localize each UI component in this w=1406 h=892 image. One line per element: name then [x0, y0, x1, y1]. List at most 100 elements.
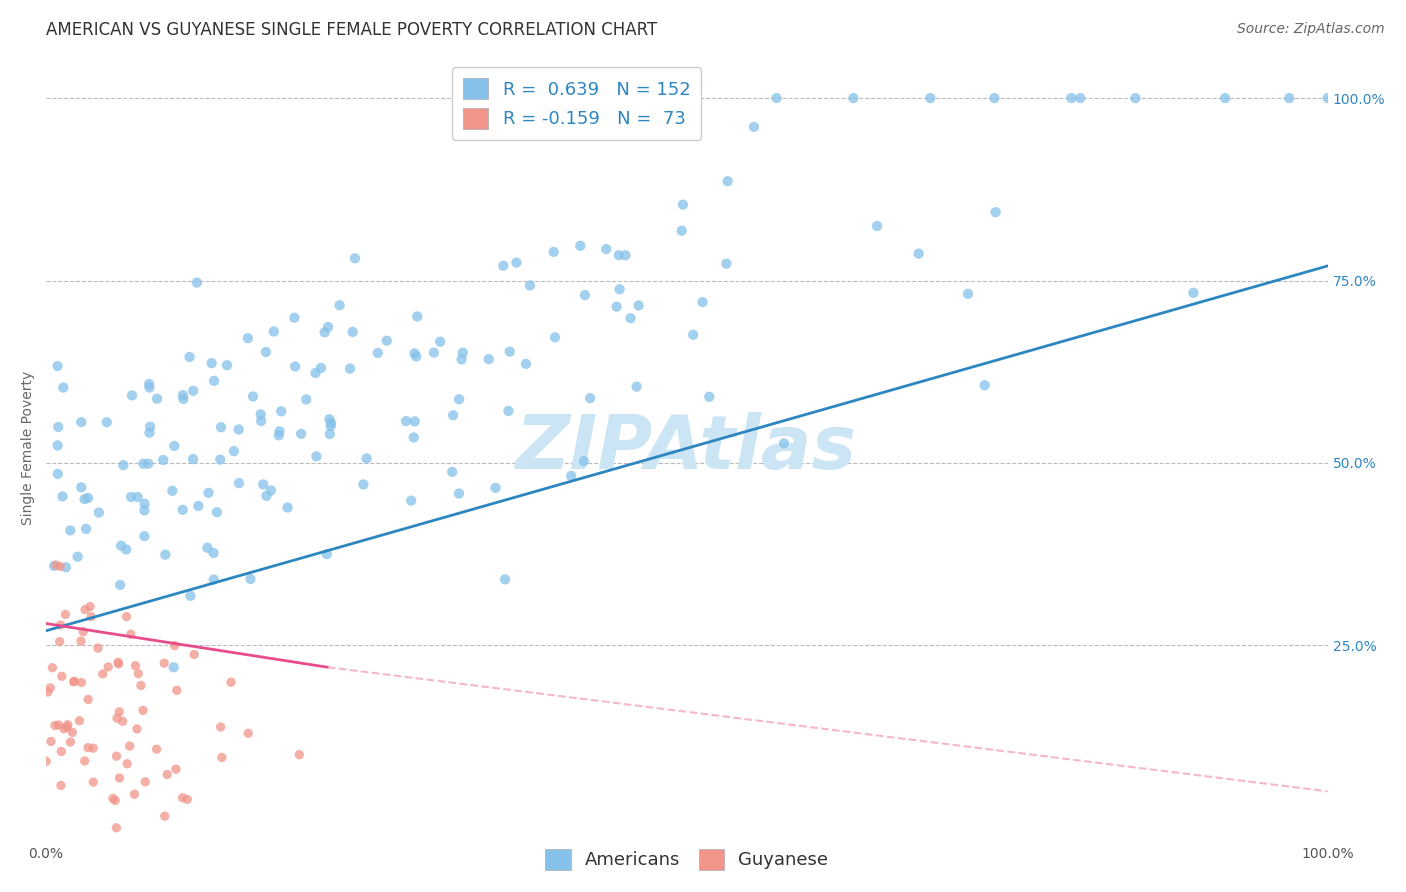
Point	[63, 674, 86, 689]
Point	[44, 718, 66, 732]
Point	[152, 453, 174, 467]
Point	[60, 725, 83, 739]
Point	[146, 392, 169, 406]
Point	[120, 627, 142, 641]
Point	[156, 767, 179, 781]
Point	[316, 320, 339, 334]
Point	[343, 252, 366, 266]
Point	[305, 450, 328, 464]
Point	[329, 298, 352, 312]
Point	[132, 703, 155, 717]
Point	[55, 560, 77, 574]
Point	[70, 480, 93, 494]
Point	[138, 380, 160, 394]
Text: ZIPAtlas: ZIPAtlas	[516, 412, 858, 485]
Point	[163, 660, 186, 674]
Point	[352, 477, 374, 491]
Point	[215, 358, 238, 372]
Point	[153, 809, 176, 823]
Point	[105, 749, 128, 764]
Point	[108, 705, 131, 719]
Y-axis label: Single Female Poverty: Single Female Poverty	[21, 371, 35, 525]
Point	[450, 352, 472, 367]
Point	[153, 656, 176, 670]
Point	[172, 392, 194, 406]
Point	[56, 717, 79, 731]
Point	[46, 359, 69, 373]
Point	[91, 667, 114, 681]
Point	[765, 91, 787, 105]
Point	[236, 331, 259, 345]
Point	[716, 257, 738, 271]
Point	[101, 791, 124, 805]
Point	[202, 573, 225, 587]
Point	[1316, 91, 1339, 105]
Point	[51, 490, 73, 504]
Point	[87, 506, 110, 520]
Point	[626, 379, 648, 393]
Point	[672, 197, 695, 211]
Point	[77, 740, 100, 755]
Point	[42, 558, 65, 573]
Point	[82, 775, 104, 789]
Point	[284, 359, 307, 374]
Point	[179, 589, 201, 603]
Point	[619, 311, 641, 326]
Point	[609, 282, 631, 296]
Point	[519, 278, 541, 293]
Point	[515, 357, 537, 371]
Point	[49, 559, 72, 574]
Point	[139, 419, 162, 434]
Point	[176, 792, 198, 806]
Point	[134, 529, 156, 543]
Point	[49, 778, 72, 792]
Point	[134, 774, 156, 789]
Point	[87, 641, 110, 656]
Point	[51, 744, 73, 758]
Point	[75, 602, 97, 616]
Point	[138, 377, 160, 392]
Point	[342, 325, 364, 339]
Point	[288, 747, 311, 762]
Point	[209, 420, 232, 434]
Point	[406, 310, 429, 324]
Point	[172, 503, 194, 517]
Point	[80, 609, 103, 624]
Point	[973, 378, 995, 392]
Point	[35, 755, 58, 769]
Point	[39, 734, 62, 748]
Point	[46, 420, 69, 434]
Point	[56, 720, 79, 734]
Point	[110, 539, 132, 553]
Point	[134, 497, 156, 511]
Point	[134, 503, 156, 517]
Point	[115, 542, 138, 557]
Point	[59, 524, 82, 538]
Point	[202, 374, 225, 388]
Point	[319, 418, 342, 433]
Point	[267, 428, 290, 442]
Point	[105, 711, 128, 725]
Point	[544, 330, 567, 344]
Point	[48, 718, 70, 732]
Point	[72, 624, 94, 639]
Point	[79, 599, 101, 614]
Point	[108, 578, 131, 592]
Point	[172, 790, 194, 805]
Point	[172, 388, 194, 402]
Point	[572, 454, 595, 468]
Point	[138, 457, 160, 471]
Point	[52, 380, 75, 394]
Point	[187, 499, 209, 513]
Point	[404, 346, 426, 360]
Point	[66, 549, 89, 564]
Text: AMERICAN VS GUYANESE SINGLE FEMALE POVERTY CORRELATION CHART: AMERICAN VS GUYANESE SINGLE FEMALE POVER…	[46, 21, 657, 39]
Point	[219, 675, 242, 690]
Point	[67, 714, 90, 728]
Point	[82, 741, 104, 756]
Point	[429, 334, 451, 349]
Point	[197, 485, 219, 500]
Point	[283, 310, 305, 325]
Point	[129, 678, 152, 692]
Point	[165, 762, 187, 776]
